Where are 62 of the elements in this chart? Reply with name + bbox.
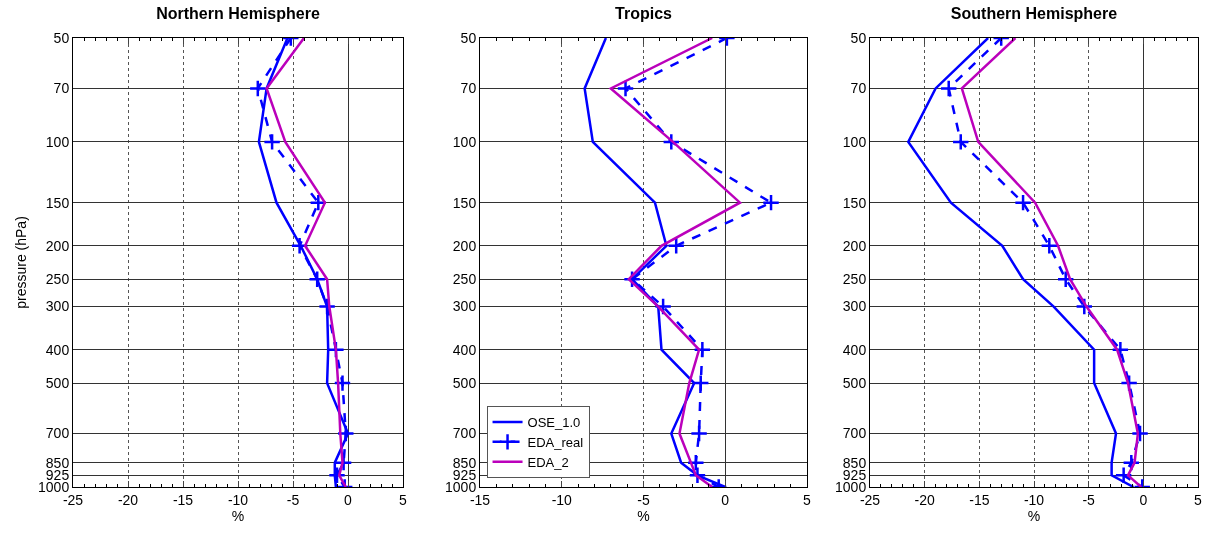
x-tick-label: -20 [914,491,935,508]
y-tick-label: 150 [45,194,70,211]
y-tick-label: 400 [452,341,477,358]
y-tick-label: 400 [842,341,867,358]
y-tick-label: 150 [842,194,867,211]
y-axis-title: pressure (hPa) [12,216,29,309]
legend-label: EDA_real [527,434,584,450]
y-tick-label: 400 [45,341,70,358]
x-tick-label: -5 [637,491,650,508]
x-tick-label: 5 [1194,491,1203,508]
x-tick-label: -20 [117,491,139,508]
y-tick-label: 850 [842,454,867,471]
y-tick-label: 70 [850,80,867,97]
y-tick-label: 100 [452,133,477,150]
y-tick-label: 200 [452,237,477,254]
x-tick-label: 0 [721,491,730,508]
y-tick-label: 200 [45,237,70,254]
chart-title: Tropics [615,5,673,23]
legend-label: OSE_1.0 [527,415,581,431]
x-tick-label: -10 [227,491,249,508]
chart-title: Southern Hemisphere [950,5,1118,23]
y-tick-label: 70 [53,80,70,97]
y-tick-label: 500 [452,375,477,392]
y-tick-label: 850 [45,454,70,471]
y-tick-label: 100 [842,133,867,150]
y-tick-label: 300 [452,298,477,315]
x-tick-label: -15 [469,491,491,508]
y-tick-label: 500 [45,375,70,392]
x-tick-label: 5 [399,491,408,508]
x-tick-label: 5 [803,491,812,508]
x-tick-label: 0 [344,491,353,508]
y-tick-label: 700 [45,425,70,442]
x-tick-label: 0 [1139,491,1148,508]
x-tick-label: -5 [286,491,300,508]
y-tick-label: 250 [842,271,867,288]
y-tick-label: 850 [452,454,477,471]
y-tick-label: 700 [452,425,477,442]
y-tick-label: 100 [45,133,70,150]
x-axis-title: % [637,508,650,525]
y-tick-label: 50 [460,29,477,46]
y-tick-label: 200 [842,237,867,254]
y-tick-label: 50 [850,29,867,46]
y-tick-label: 700 [842,425,867,442]
x-tick-label: -15 [969,491,990,508]
y-tick-label: 250 [45,271,70,288]
x-tick-label: -15 [172,491,194,508]
y-tick-label: 150 [452,194,477,211]
x-axis-title: % [231,508,245,525]
y-tick-label: 50 [53,29,70,46]
x-tick-label: -10 [551,491,573,508]
x-tick-label: -10 [1023,491,1045,508]
y-tick-label: 250 [452,271,477,288]
legend-label: EDA_2 [527,454,569,470]
x-tick-label: -25 [859,491,881,508]
x-axis-title: % [1027,508,1041,525]
x-tick-label: -25 [62,491,84,508]
y-tick-label: 300 [842,298,867,315]
y-tick-label: 500 [842,375,867,392]
y-tick-label: 300 [45,298,70,315]
y-tick-label: 70 [460,80,477,97]
x-tick-label: -5 [1082,491,1096,508]
chart-title: Northern Hemisphere [156,5,320,23]
